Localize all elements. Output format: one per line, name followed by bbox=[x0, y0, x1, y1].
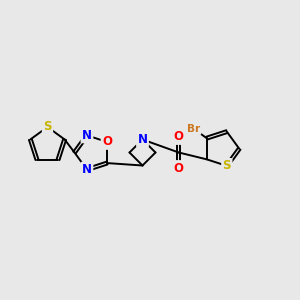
Text: O: O bbox=[174, 161, 184, 175]
Text: O: O bbox=[174, 130, 184, 143]
Text: N: N bbox=[137, 133, 148, 146]
Text: S: S bbox=[223, 159, 231, 172]
Text: N: N bbox=[82, 163, 92, 176]
Text: O: O bbox=[102, 135, 112, 148]
Text: Br: Br bbox=[187, 124, 200, 134]
Text: N: N bbox=[82, 129, 92, 142]
Text: S: S bbox=[43, 121, 52, 134]
